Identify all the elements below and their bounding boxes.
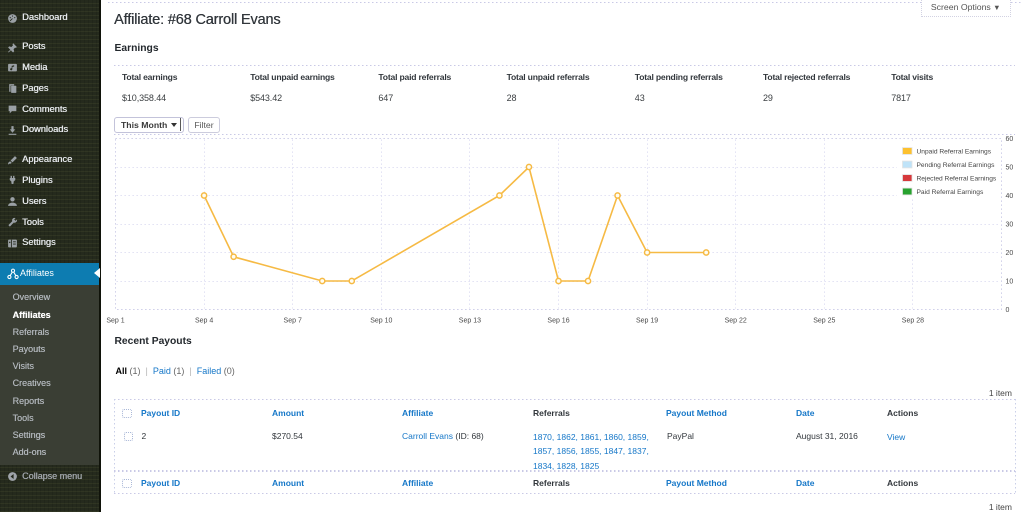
- svg-text:Sep 22: Sep 22: [725, 318, 747, 325]
- svg-text:20: 20: [1006, 250, 1014, 257]
- svg-text:Sep 4: Sep 4: [195, 318, 213, 325]
- svg-text:Sep 19: Sep 19: [636, 318, 658, 325]
- svg-text:30: 30: [1006, 221, 1014, 228]
- svg-text:Unpaid Referral Earnings: Unpaid Referral Earnings: [917, 148, 992, 155]
- svg-text:Sep 16: Sep 16: [547, 318, 569, 325]
- svg-text:Sep 1: Sep 1: [106, 318, 124, 325]
- svg-text:Rejected Referral Earnings: Rejected Referral Earnings: [917, 175, 997, 182]
- svg-text:Sep 7: Sep 7: [284, 318, 302, 325]
- svg-text:Sep 28: Sep 28: [902, 318, 924, 325]
- svg-text:Paid Referral Earnings: Paid Referral Earnings: [917, 189, 984, 196]
- svg-text:Pending Referral Earnings: Pending Referral Earnings: [917, 162, 996, 169]
- svg-text:0: 0: [1006, 307, 1010, 314]
- svg-text:Sep 13: Sep 13: [459, 318, 481, 325]
- svg-text:60: 60: [1006, 136, 1014, 143]
- svg-text:Sep 10: Sep 10: [370, 318, 392, 325]
- svg-text:10: 10: [1006, 278, 1014, 285]
- svg-text:40: 40: [1006, 193, 1014, 200]
- svg-text:Sep 25: Sep 25: [813, 318, 835, 325]
- svg-text:50: 50: [1006, 164, 1014, 171]
